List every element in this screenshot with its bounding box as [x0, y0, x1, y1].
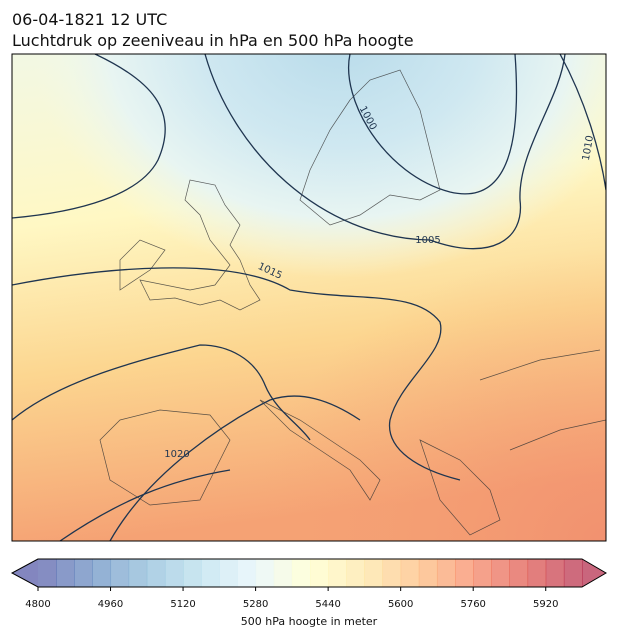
colorbar-band — [400, 559, 420, 587]
colorbar-band — [201, 559, 220, 587]
datetime: 06-04-1821 12 UTC — [12, 10, 167, 29]
colorbar-band — [545, 559, 565, 587]
colorbar-band — [56, 559, 75, 587]
colorbar-band — [527, 559, 547, 587]
map: 1000 1005 1010 1015 1020 — [12, 54, 606, 541]
contour-label: 1010 — [581, 135, 596, 162]
colorbar-band — [382, 559, 402, 587]
title: Luchtdruk op zeeniveau in hPa en 500 hPa… — [12, 31, 414, 50]
colorbar-band — [455, 559, 474, 587]
colorbar-band — [255, 559, 275, 587]
colorbar-outline — [10, 558, 607, 588]
colorbar-band — [146, 559, 166, 587]
colorbar-band — [219, 559, 238, 587]
colorbar-band — [328, 559, 347, 587]
colorbar-band — [291, 559, 311, 587]
colorbar-tick-label: 5760 — [460, 599, 485, 610]
colorbar-tick-label: 4960 — [98, 599, 123, 610]
contour-label: 1005 — [415, 235, 440, 246]
colorbar-band — [110, 559, 130, 587]
colorbar-extend-low — [12, 559, 38, 587]
colorbar-band — [128, 559, 148, 587]
colorbar-band — [491, 559, 510, 587]
colorbar-band — [509, 559, 529, 587]
colorbar-band — [164, 559, 184, 587]
colorbar-band — [473, 559, 492, 587]
colorbar: 4800 4960 5120 5280 5440 5600 5760 5920 — [10, 558, 607, 610]
colorbar-band — [183, 559, 202, 587]
colorbar-extend-high — [582, 559, 606, 587]
colorbar-band — [310, 559, 329, 587]
colorbar-tick-label: 5600 — [388, 599, 413, 610]
colorbar-tick-label: 5280 — [243, 599, 268, 610]
map-frame — [11, 53, 607, 542]
colorbar-label: 500 hPa hoogte in meter — [241, 615, 378, 628]
colorbar-band — [418, 559, 438, 587]
colorbar-band — [92, 559, 112, 587]
colorbar-tick-label: 5920 — [533, 599, 558, 610]
contour-label: 1020 — [164, 449, 189, 460]
colorbar-band — [273, 559, 293, 587]
high-field — [12, 54, 606, 541]
colorbar-band — [563, 559, 583, 587]
colorbar-tick-label: 5440 — [315, 599, 340, 610]
colorbar-band — [38, 559, 57, 587]
colorbar-band — [436, 559, 456, 587]
colorbar-tick-label: 4800 — [25, 599, 50, 610]
colorbar-band — [74, 559, 93, 587]
isobars — [12, 54, 606, 541]
coastlines — [99, 69, 606, 536]
colorbar-band — [237, 559, 257, 587]
colorbar-band — [346, 559, 365, 587]
colorbar-tick-label: 5120 — [170, 599, 195, 610]
colorbar-band — [364, 559, 384, 587]
